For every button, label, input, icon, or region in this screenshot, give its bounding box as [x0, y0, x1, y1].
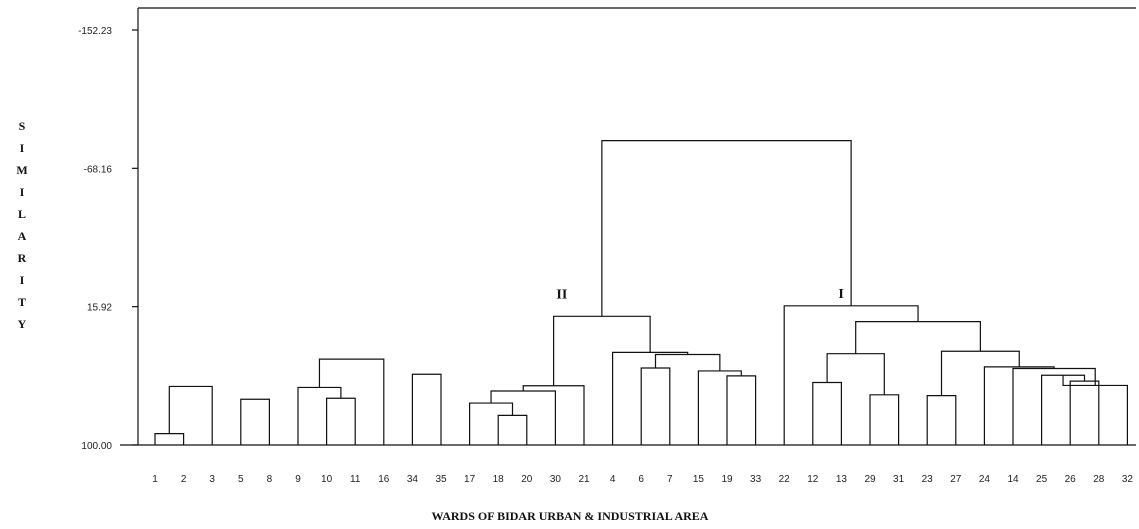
- leaf-label: 26: [1065, 474, 1077, 485]
- dendrogram-link: [812, 381, 842, 445]
- dendrogram-link: [697, 370, 742, 445]
- dendrogram-links: [154, 140, 1128, 445]
- dendrogram-link: [1069, 380, 1100, 445]
- leaf-label: 30: [550, 474, 562, 485]
- leaf-label: 18: [493, 474, 505, 485]
- leaf-label: 1: [152, 474, 158, 485]
- leaf-label: 31: [893, 474, 905, 485]
- y-axis-label-letter: A: [18, 229, 27, 243]
- y-axis-label-letter: I: [20, 273, 25, 287]
- dendrogram-link: [326, 397, 356, 445]
- leaf-label: 11: [350, 474, 361, 485]
- leaf-label: 6: [638, 474, 644, 485]
- y-axis-label-letter: I: [20, 185, 25, 199]
- leaf-label: 17: [464, 474, 476, 485]
- leaf-label: 14: [1007, 474, 1019, 485]
- leaf-label: 32: [1122, 474, 1134, 485]
- leaf-label: 3: [209, 474, 215, 485]
- dendrogram-link: [826, 353, 885, 395]
- dendrogram-link: [522, 385, 585, 445]
- leaf-label: 2: [181, 474, 187, 485]
- dendrogram-link: [497, 414, 528, 445]
- dendrogram-link: [318, 358, 385, 445]
- dendrogram-link: [553, 315, 651, 386]
- dendrogram-link: [490, 390, 556, 445]
- y-tick-label: -152.23: [78, 26, 112, 37]
- leaf-label: 9: [295, 474, 301, 485]
- leaf-label: 8: [267, 474, 273, 485]
- dendrogram-link: [154, 433, 185, 445]
- leaf-label: 29: [864, 474, 876, 485]
- leaf-label: 33: [750, 474, 762, 485]
- dendrogram-link: [297, 386, 342, 445]
- y-tick-label: 15.92: [87, 303, 112, 314]
- leaf-label: 15: [693, 474, 705, 485]
- y-axis-label-letter: L: [18, 207, 26, 221]
- leaf-labels: 1 2 3 5 8 9 10 11 16 34 35 17 18 20 30 21 4 6 7 15 19 33 22 12 1…: [152, 474, 1133, 485]
- cluster-label: I: [838, 287, 843, 302]
- leaf-label: 23: [922, 474, 934, 485]
- y-axis-label-letter: M: [16, 163, 27, 177]
- leaf-label: 7: [667, 474, 673, 485]
- dendrogram-link: [926, 395, 957, 445]
- dendrogram-link: [612, 351, 689, 445]
- leaf-label: 4: [610, 474, 616, 485]
- dendrogram-link: [601, 140, 852, 317]
- leaf-label: 12: [807, 474, 819, 485]
- dendrogram-link: [983, 366, 1055, 445]
- y-tick-label: 100.00: [81, 441, 112, 452]
- cluster-label: II: [556, 287, 567, 302]
- leaf-label: 25: [1036, 474, 1048, 485]
- dendrogram-link: [1062, 375, 1128, 445]
- dendrogram-link: [940, 350, 1020, 396]
- dendrogram-link: [726, 375, 757, 445]
- leaf-label: 16: [378, 474, 390, 485]
- leaf-label: 13: [836, 474, 848, 485]
- dendrogram-link: [1012, 367, 1096, 445]
- y-axis-label-letter: T: [18, 295, 26, 309]
- dendrogram-link: [411, 373, 442, 445]
- dendrogram-link: [168, 385, 213, 445]
- dendrogram-link: [783, 305, 919, 445]
- leaf-label: 28: [1093, 474, 1105, 485]
- y-axis-label-letter: S: [19, 119, 26, 133]
- leaf-label: 21: [578, 474, 590, 485]
- y-axis-label-letter: R: [18, 251, 27, 265]
- dendrogram-link: [1041, 374, 1086, 445]
- dendrogram-link: [869, 394, 900, 445]
- dendrogram-link: [240, 398, 270, 445]
- y-axis-label-letter: I: [20, 141, 25, 155]
- y-axis-label-letter: Y: [18, 317, 27, 331]
- leaf-label: 19: [721, 474, 733, 485]
- leaf-label: 10: [321, 474, 333, 485]
- leaf-label: 24: [979, 474, 991, 485]
- leaf-label: 34: [407, 474, 419, 485]
- leaf-label: 35: [435, 474, 447, 485]
- dendrogram-link: [469, 402, 514, 445]
- y-tick-label: -68.16: [84, 164, 113, 175]
- leaf-label: 27: [950, 474, 962, 485]
- dendrogram-link: [640, 367, 671, 445]
- y-ticks: -152.23 -68.16 15.92 100.00: [78, 26, 138, 452]
- cluster-labels: II I: [556, 287, 843, 303]
- axis-frame: [120, 7, 1136, 446]
- leaf-label: 5: [238, 474, 244, 485]
- leaf-label: 20: [521, 474, 533, 485]
- x-axis-title: WARDS OF BIDAR URBAN & INDUSTRIAL AREA: [432, 509, 709, 523]
- leaf-label: 22: [779, 474, 791, 485]
- dendrogram-link: [855, 321, 981, 354]
